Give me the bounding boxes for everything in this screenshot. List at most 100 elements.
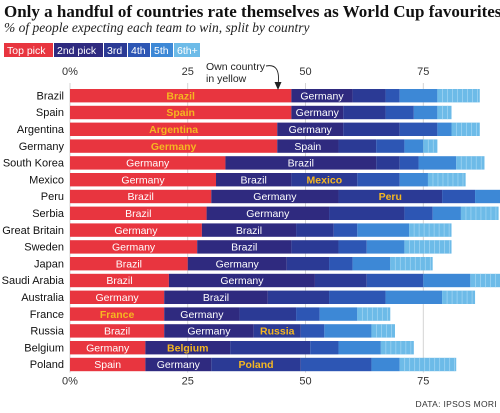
bar-segment bbox=[437, 122, 452, 136]
bar-label: Brazil bbox=[125, 208, 151, 220]
bar-segment bbox=[456, 156, 485, 170]
bar-segment bbox=[230, 341, 311, 355]
bar-label: Brazil bbox=[128, 191, 154, 203]
bar-label: Argentina bbox=[149, 124, 198, 136]
bar-label: Germany bbox=[180, 309, 224, 321]
country-label: Mexico bbox=[29, 174, 64, 186]
bar-segment bbox=[371, 357, 400, 372]
bar-segment bbox=[343, 122, 400, 136]
legend-swatch bbox=[104, 43, 127, 57]
tick-label-top: 0% bbox=[62, 66, 78, 78]
bar-label: Brazil bbox=[236, 225, 262, 237]
bar-segment bbox=[376, 156, 400, 170]
bar-segment bbox=[296, 307, 320, 321]
bar-segment bbox=[475, 189, 500, 204]
bar-segment bbox=[197, 240, 292, 254]
annotation-line-1: Own country bbox=[206, 61, 266, 73]
bar-label: Peru bbox=[379, 191, 402, 203]
bar-segment bbox=[70, 122, 278, 136]
bar-label: Germany bbox=[86, 342, 130, 354]
bar-segment bbox=[277, 122, 344, 136]
legend-label: 5th bbox=[154, 45, 169, 57]
bar-label: Germany bbox=[112, 242, 156, 254]
bar-label: Brazil bbox=[203, 292, 229, 304]
bar-segment bbox=[291, 173, 358, 187]
bar-segment bbox=[385, 290, 443, 304]
bar-label: Brazil bbox=[288, 158, 314, 170]
annotation-line-2: in yellow bbox=[206, 73, 247, 85]
bar-segment bbox=[70, 257, 188, 271]
country-labels: Brazil Spain Argentina Germany South Korea Me… bbox=[2, 90, 65, 371]
bar-segment bbox=[70, 290, 165, 304]
bar-segment bbox=[291, 105, 344, 120]
bar-segment bbox=[324, 324, 372, 338]
bar-segment bbox=[338, 189, 443, 204]
legend-swatch bbox=[4, 43, 53, 57]
bar-segment bbox=[357, 223, 410, 237]
bar-segment bbox=[70, 341, 146, 355]
country-label: Spain bbox=[36, 107, 64, 119]
bar-label: Germany bbox=[114, 225, 158, 237]
country-label: Australia bbox=[21, 292, 65, 304]
bar-segment bbox=[286, 257, 330, 271]
bar-label: Germany bbox=[220, 275, 264, 287]
country-label: Argentina bbox=[17, 124, 65, 136]
bar-label: Brazil bbox=[106, 275, 132, 287]
bar-label: Mexico bbox=[307, 174, 343, 186]
bar-segment bbox=[329, 290, 386, 304]
legend-label: 3rd bbox=[107, 45, 122, 57]
chart-title: Only a handful of countries rate themsel… bbox=[4, 2, 500, 21]
bar-segment bbox=[70, 357, 146, 372]
country-label: Brazil bbox=[36, 90, 64, 102]
bar-segment bbox=[442, 189, 476, 204]
bar-segment bbox=[70, 89, 292, 103]
bar-segment bbox=[338, 240, 367, 254]
bar-segment bbox=[329, 257, 353, 271]
legend-label: 6th+ bbox=[177, 45, 198, 57]
bar-segment bbox=[385, 105, 414, 120]
bar-label: Germany bbox=[96, 292, 140, 304]
bars: Brazil Germany Spain Germany Argentina German… bbox=[70, 89, 500, 372]
country-label: Poland bbox=[30, 359, 64, 371]
bar-segment bbox=[70, 206, 207, 220]
bar-segment bbox=[164, 324, 254, 338]
bar-segment bbox=[145, 357, 212, 372]
bar-segment bbox=[296, 223, 334, 237]
bar-segment bbox=[253, 324, 301, 338]
tick-label-top: 50 bbox=[299, 66, 311, 78]
bar-segment bbox=[371, 324, 395, 338]
tick-label-top: 25 bbox=[182, 66, 194, 78]
legend-swatch bbox=[151, 43, 173, 57]
bar-segment bbox=[366, 240, 405, 254]
legend-swatch bbox=[174, 43, 200, 57]
bar-segment bbox=[399, 173, 428, 187]
bar-segment bbox=[300, 357, 372, 372]
bar-segment bbox=[70, 173, 217, 187]
bar-segment bbox=[187, 257, 287, 271]
country-label: South Korea bbox=[3, 158, 65, 170]
tick-label-bottom: 50 bbox=[299, 376, 311, 388]
bar-segment bbox=[404, 206, 433, 220]
bar-segment bbox=[300, 324, 325, 338]
bar-segment bbox=[460, 206, 499, 220]
source-note: DATA: IPSOS MORI bbox=[416, 399, 497, 409]
bar-segment bbox=[291, 240, 339, 254]
bar-segment bbox=[201, 223, 297, 237]
legend-label: 2nd pick bbox=[57, 45, 97, 57]
country-label: Belgium bbox=[24, 342, 64, 354]
bar-segment bbox=[211, 357, 301, 372]
country-label: Germany bbox=[19, 141, 65, 153]
bar-segment bbox=[70, 273, 169, 288]
annotation-arrow-head bbox=[274, 82, 282, 90]
bar-segment bbox=[437, 105, 452, 120]
bar-segment bbox=[432, 206, 461, 220]
country-label: Japan bbox=[34, 258, 64, 270]
chart-subtitle: % of people expecting each team to win, … bbox=[4, 20, 310, 35]
bar-segment bbox=[168, 273, 315, 288]
country-label: Serbia bbox=[32, 208, 65, 220]
bar-segment bbox=[70, 307, 165, 321]
legend-label: 4th bbox=[131, 45, 146, 57]
tick-label-bottom: 0% bbox=[62, 376, 78, 388]
bar-label: Russia bbox=[260, 326, 295, 338]
